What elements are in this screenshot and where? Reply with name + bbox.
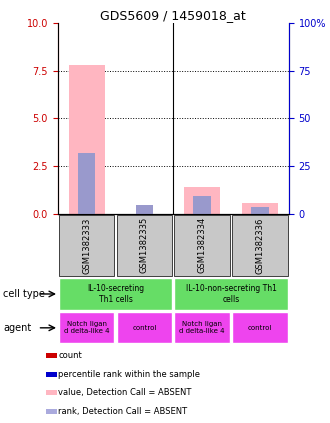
- Text: rank, Detection Call = ABSENT: rank, Detection Call = ABSENT: [58, 407, 187, 416]
- Text: percentile rank within the sample: percentile rank within the sample: [58, 370, 200, 379]
- Bar: [117, 215, 172, 276]
- Bar: [69, 65, 105, 214]
- Text: GSM1382335: GSM1382335: [140, 217, 149, 273]
- Text: Notch ligan
d delta-like 4: Notch ligan d delta-like 4: [180, 321, 225, 334]
- Title: GDS5609 / 1459018_at: GDS5609 / 1459018_at: [100, 9, 246, 22]
- Bar: [46, 409, 57, 414]
- Bar: [59, 278, 172, 310]
- Bar: [78, 153, 95, 214]
- Text: control: control: [132, 325, 156, 331]
- Text: value, Detection Call = ABSENT: value, Detection Call = ABSENT: [58, 388, 192, 397]
- Bar: [193, 197, 211, 214]
- Bar: [251, 207, 269, 214]
- Text: IL-10-secreting
Th1 cells: IL-10-secreting Th1 cells: [87, 284, 144, 304]
- Bar: [46, 372, 57, 377]
- Bar: [174, 278, 288, 310]
- Text: cell type: cell type: [3, 289, 45, 299]
- Bar: [136, 205, 153, 214]
- Bar: [59, 215, 114, 276]
- Bar: [174, 215, 230, 276]
- Text: agent: agent: [3, 323, 32, 333]
- Text: count: count: [58, 352, 82, 360]
- Bar: [232, 215, 288, 276]
- Text: GSM1382334: GSM1382334: [198, 217, 207, 273]
- Bar: [184, 187, 220, 214]
- Text: GSM1382336: GSM1382336: [255, 217, 264, 274]
- Bar: [242, 203, 278, 214]
- Bar: [174, 312, 230, 343]
- Bar: [232, 312, 288, 343]
- Text: IL-10-non-secreting Th1
cells: IL-10-non-secreting Th1 cells: [185, 284, 277, 304]
- Text: control: control: [248, 325, 272, 331]
- Bar: [46, 353, 57, 358]
- Bar: [46, 390, 57, 396]
- Text: Notch ligan
d delta-like 4: Notch ligan d delta-like 4: [64, 321, 109, 334]
- Text: GSM1382333: GSM1382333: [82, 217, 91, 274]
- Bar: [59, 312, 114, 343]
- Bar: [117, 312, 172, 343]
